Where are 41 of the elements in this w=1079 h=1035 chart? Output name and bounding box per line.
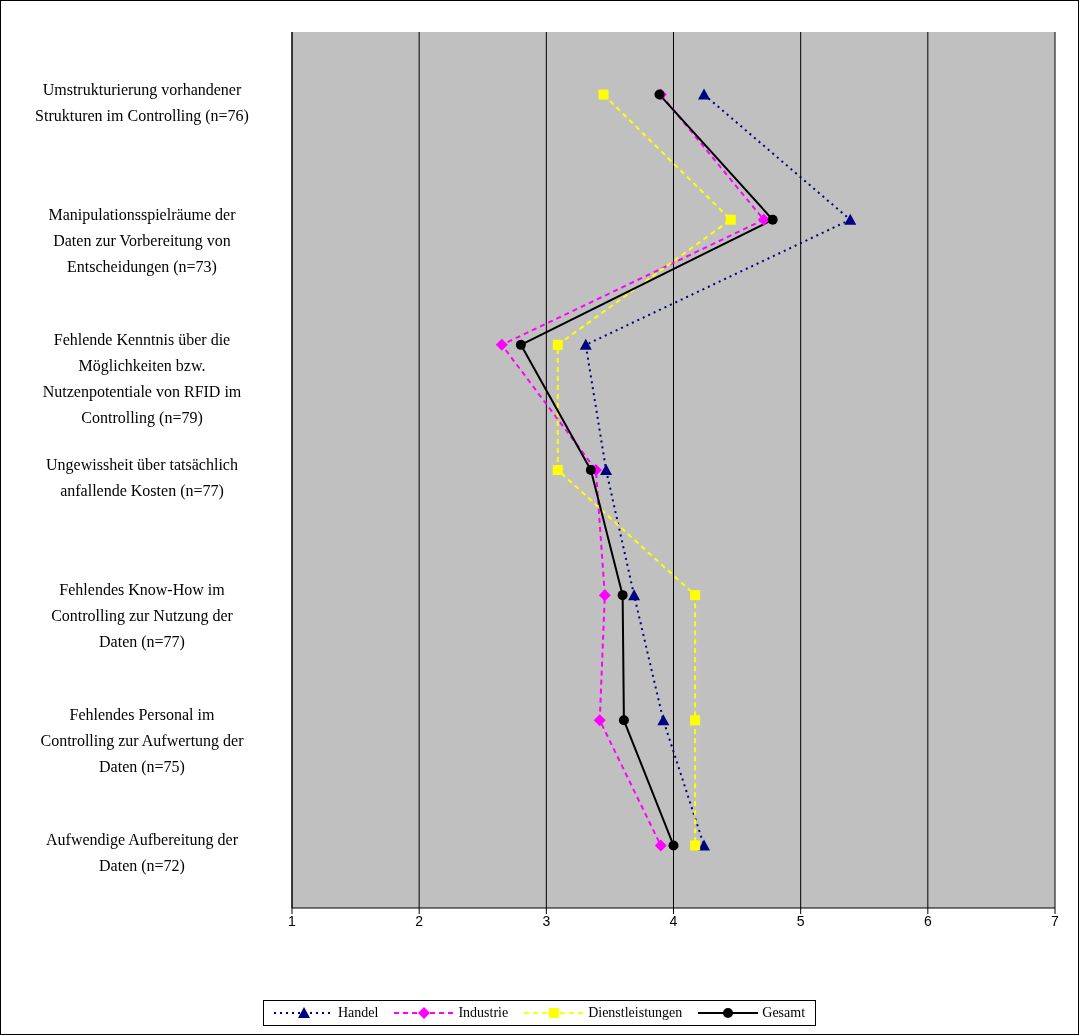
y-tick-label: Fehlende Kenntnis über die Möglichkeiten bzw. Nutzenpotentiale von RFID im Controlling (n=79)	[42, 330, 242, 427]
point	[628, 589, 641, 601]
point	[617, 590, 628, 601]
point	[552, 465, 563, 475]
point	[690, 715, 701, 726]
point	[725, 214, 736, 225]
point	[844, 213, 857, 225]
x-tick-label: 5	[796, 912, 805, 929]
point	[585, 465, 596, 475]
y-tick-label: Umstrukturierung vorhandener Strukturen im Controlling (n=76)	[35, 80, 249, 125]
y-tick-label: Manipulationsspielräume der Daten zur Vorbereitung von Entscheidungen (n=73)	[48, 205, 237, 276]
legend-label: Dienstleistungen	[587, 1005, 683, 1021]
point	[600, 464, 613, 475]
point	[668, 840, 679, 851]
point	[495, 338, 508, 351]
x-tick-label: 7	[1051, 912, 1060, 929]
point	[690, 840, 701, 851]
x-tick-label: 1	[288, 912, 297, 929]
point	[657, 714, 670, 726]
x-tick-label: 3	[542, 912, 551, 929]
x-tick-label: 4	[669, 912, 678, 929]
point	[654, 839, 667, 852]
y-tick-label: Aufwendige Aufbereitung der Daten (n=72)	[46, 831, 239, 876]
point	[618, 715, 629, 726]
point	[579, 338, 592, 350]
legend-label: Handel	[336, 1005, 379, 1021]
y-tick-label: Fehlendes Personal im Controlling zur Aufwertung der Daten (n=75)	[40, 706, 245, 777]
y-tick-label: Ungewissheit über tatsächlich anfallende Kosten (n=77)	[46, 456, 238, 500]
point	[698, 88, 711, 100]
point	[593, 714, 606, 727]
legend-label: Gesamt	[761, 1005, 806, 1021]
x-tick-label: 6	[923, 912, 932, 929]
y-tick-label: Fehlendes Know-How im Controlling zur Nutzung der Daten (n=77)	[51, 581, 234, 652]
point	[552, 339, 563, 350]
point	[767, 214, 778, 225]
point	[690, 590, 701, 601]
legend-label: Industrie	[457, 1005, 509, 1021]
point	[515, 339, 526, 350]
point	[598, 589, 611, 602]
point	[598, 89, 609, 100]
x-tick-label: 2	[415, 912, 424, 929]
